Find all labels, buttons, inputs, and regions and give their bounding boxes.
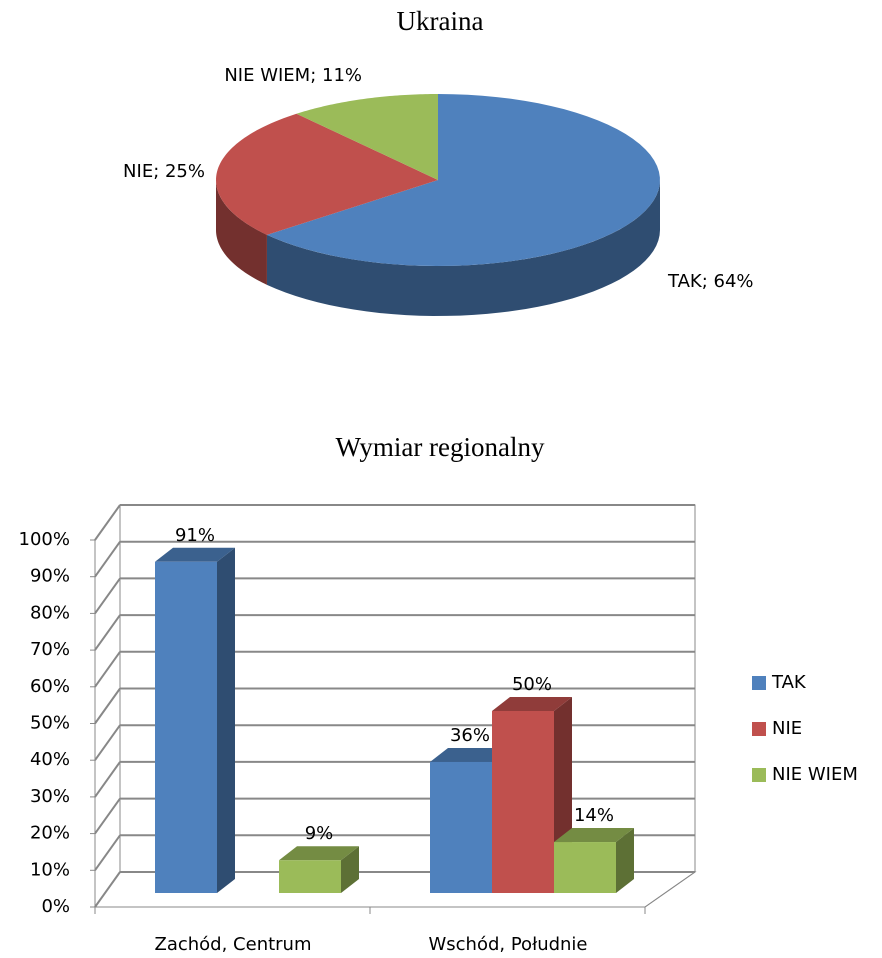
grid-line-side xyxy=(94,541,121,578)
y-tick-label: 60% xyxy=(30,676,70,697)
bar-label: 36% xyxy=(450,725,490,746)
bar-side xyxy=(217,547,235,893)
grid-line-side xyxy=(94,687,121,725)
grid-line-side xyxy=(94,871,121,908)
y-tick-label: 100% xyxy=(19,529,70,550)
bar xyxy=(430,761,492,893)
grid-line-side xyxy=(94,651,121,688)
pie-slice xyxy=(216,113,438,235)
bar-side xyxy=(616,828,634,893)
y-tick-label: 90% xyxy=(30,566,70,587)
bar-side xyxy=(341,846,359,893)
grid-line-side xyxy=(94,724,121,761)
legend-label: TAK xyxy=(771,672,807,693)
pie-slice xyxy=(266,94,660,266)
bar xyxy=(554,842,616,893)
pie-label: TAK; 64% xyxy=(667,271,754,292)
bar xyxy=(155,561,217,893)
y-tick-label: 10% xyxy=(30,859,70,880)
y-tick-label: 0% xyxy=(41,896,70,917)
pie-title: Ukraina xyxy=(397,6,484,36)
legend-label: NIE xyxy=(772,718,802,739)
bar-top xyxy=(554,828,634,843)
bar-top xyxy=(155,547,235,562)
y-tick-label: 30% xyxy=(30,786,70,807)
pie-slice xyxy=(296,94,438,180)
y-tick-label: 80% xyxy=(30,602,70,623)
y-tick-label: 20% xyxy=(30,823,70,844)
x-tick-label: Zachód, Centrum xyxy=(155,934,312,955)
grid-line-side xyxy=(94,761,121,798)
grid-line-side xyxy=(94,614,121,651)
legend-swatch xyxy=(752,768,766,782)
pie-label: NIE WIEM; 11% xyxy=(224,65,362,86)
grid-line-side xyxy=(94,834,121,871)
floor-right xyxy=(644,871,696,908)
legend-swatch xyxy=(752,676,766,690)
bar-top xyxy=(492,697,572,711)
pie-side xyxy=(266,180,660,316)
bar-top xyxy=(279,846,359,861)
grid-line-side xyxy=(94,577,121,614)
bar xyxy=(279,860,341,893)
pie-label: NIE; 25% xyxy=(123,161,205,182)
bar-top xyxy=(430,747,510,762)
bar-label: 9% xyxy=(305,823,334,844)
bar xyxy=(492,711,554,893)
y-tick-label: 40% xyxy=(30,749,70,770)
bar-label: 14% xyxy=(574,805,614,826)
bar-label: 91% xyxy=(175,525,215,546)
y-tick-label: 70% xyxy=(30,639,70,660)
bar-title: Wymiar regionalny xyxy=(335,432,545,462)
grid-line-side xyxy=(94,798,121,835)
x-tick-label: Wschód, Południe xyxy=(428,934,587,955)
legend-swatch xyxy=(752,722,766,736)
grid-line-side xyxy=(94,504,121,541)
legend-label: NIE WIEM xyxy=(772,764,858,785)
bar-label: 50% xyxy=(512,674,552,695)
y-tick-label: 50% xyxy=(30,713,70,734)
pie-side xyxy=(216,180,267,285)
